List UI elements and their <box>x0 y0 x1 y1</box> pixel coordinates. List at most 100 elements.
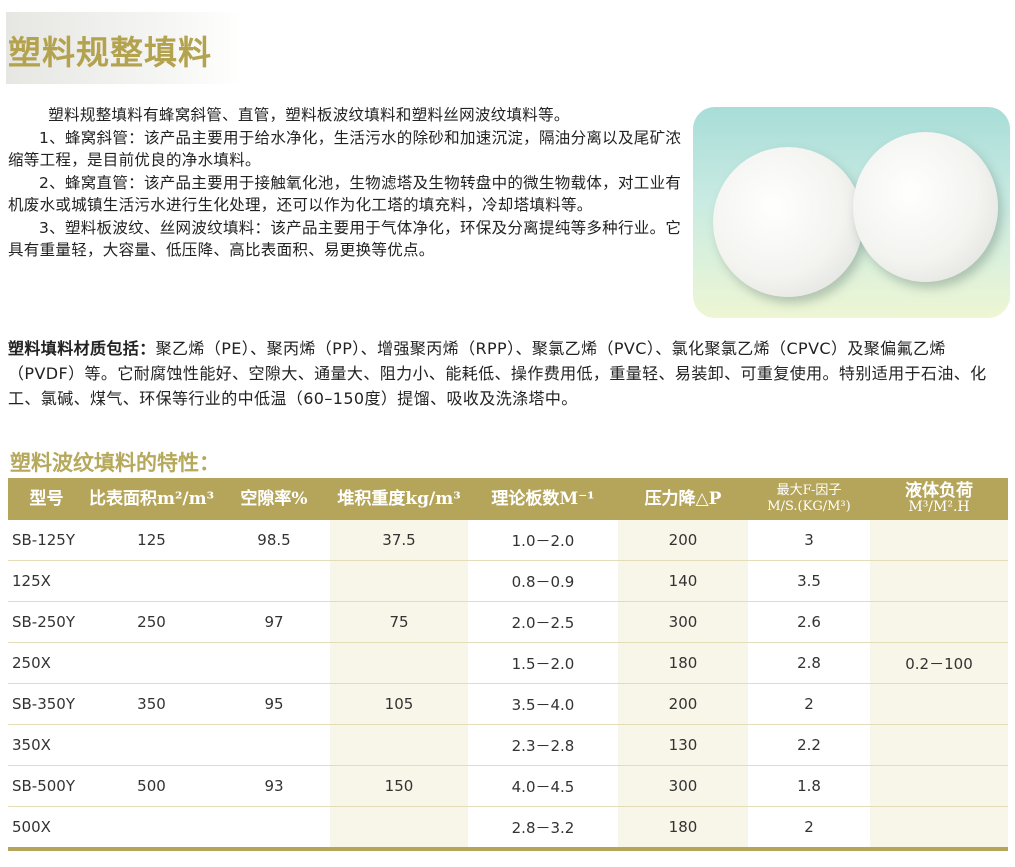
cell-voidage <box>218 560 330 602</box>
cell-pressure-drop: 300 <box>618 765 748 807</box>
header-liquid-load-line2: M³/M².H <box>908 499 970 515</box>
cell-pressure-drop: 300 <box>618 601 748 643</box>
materials-label: 塑料填料材质包括： <box>8 339 156 358</box>
cell-liquid-load <box>870 806 1008 851</box>
header-f-factor-line2: M/S.(KG/M³) <box>767 499 851 514</box>
product-photo <box>693 107 1010 318</box>
cell-theoretical-plates: 1.5－2.0 <box>468 642 618 684</box>
intro-text: 塑料规整填料有蜂窝斜管、直管，塑料板波纹填料和塑料丝网波纹填料等。 1、蜂窝斜管… <box>8 104 688 262</box>
cell-surface-area <box>85 642 218 684</box>
intro-paragraph: 1、蜂窝斜管：该产品主要用于给水净化，生活污水的除砂和加速沉淀，隔油分离以及尾矿… <box>8 128 682 170</box>
header-f-factor: 最大F-因子 M/S.(KG/M³) <box>748 478 870 520</box>
cell-bulk-density: 105 <box>330 683 468 725</box>
packing-cylinder-image <box>853 132 998 282</box>
header-liquid-load: 液体负荷 M³/M².H <box>870 478 1008 520</box>
materials-paragraph: 塑料填料材质包括：聚乙烯（PE）、聚丙烯（PP）、增强聚丙烯（RPP）、聚氯乙烯… <box>8 336 1008 411</box>
cell-liquid-load: 0.2－100 <box>870 642 1008 684</box>
cell-model: SB-500Y <box>8 765 85 807</box>
cell-voidage <box>218 806 330 851</box>
cell-f-factor: 2.8 <box>748 642 870 684</box>
cell-f-factor: 2 <box>748 683 870 725</box>
intro-paragraph: 2、蜂窝直管：该产品主要用于接触氧化池，生物滤塔及生物转盘中的微生物载体，对工业… <box>8 173 682 215</box>
cell-surface-area <box>85 806 218 851</box>
header-model: 型号 <box>8 478 85 520</box>
cell-model: SB-125Y <box>8 520 85 561</box>
cell-liquid-load <box>870 560 1008 602</box>
header-bulk-density: 堆积重度kg/m³ <box>330 478 468 520</box>
cell-bulk-density <box>330 806 468 851</box>
cell-theoretical-plates: 4.0－4.5 <box>468 765 618 807</box>
cell-theoretical-plates: 1.0－2.0 <box>468 520 618 561</box>
cell-bulk-density: 75 <box>330 601 468 643</box>
cell-pressure-drop: 140 <box>618 560 748 602</box>
cell-surface-area: 500 <box>85 765 218 807</box>
cell-voidage: 93 <box>218 765 330 807</box>
cell-bulk-density: 150 <box>330 765 468 807</box>
cell-theoretical-plates: 2.8－3.2 <box>468 806 618 851</box>
cell-model: SB-250Y <box>8 601 85 643</box>
cell-liquid-load <box>870 520 1008 561</box>
cell-surface-area: 125 <box>85 520 218 561</box>
table-row: SB-250Y 250 97 75 2.0－2.5 300 2.6 <box>8 601 1008 643</box>
cell-f-factor: 2.6 <box>748 601 870 643</box>
cell-voidage: 97 <box>218 601 330 643</box>
cell-theoretical-plates: 2.3－2.8 <box>468 724 618 766</box>
cell-voidage <box>218 724 330 766</box>
cell-bulk-density <box>330 642 468 684</box>
cell-f-factor: 3.5 <box>748 560 870 602</box>
cell-f-factor: 2.2 <box>748 724 870 766</box>
cell-model: 500X <box>8 806 85 851</box>
cell-model: 125X <box>8 560 85 602</box>
cell-pressure-drop: 180 <box>618 642 748 684</box>
cell-surface-area: 350 <box>85 683 218 725</box>
table-row: SB-500Y 500 93 150 4.0－4.5 300 1.8 <box>8 765 1008 807</box>
cell-theoretical-plates: 3.5－4.0 <box>468 683 618 725</box>
intro-paragraph: 3、塑料板波纹、丝网波纹填料：该产品主要用于气体净化，环保及分离提纯等多种行业。… <box>8 218 682 260</box>
cell-bulk-density: 37.5 <box>330 520 468 561</box>
packing-cylinder-image <box>713 147 863 297</box>
header-theoretical-plates: 理论板数M⁻¹ <box>468 478 618 520</box>
cell-f-factor: 3 <box>748 520 870 561</box>
cell-surface-area: 250 <box>85 601 218 643</box>
page-title: 塑料规整填料 <box>8 33 212 72</box>
cell-bulk-density <box>330 560 468 602</box>
cell-liquid-load <box>870 601 1008 643</box>
cell-voidage: 98.5 <box>218 520 330 561</box>
cell-f-factor: 2 <box>748 806 870 851</box>
table-row: 125X 0.8－0.9 140 3.5 <box>8 560 1008 602</box>
header-liquid-load-line1: 液体负荷 <box>905 481 973 501</box>
table-header-row: 型号 比表面积m²/m³ 空隙率% 堆积重度kg/m³ 理论板数M⁻¹ 压力降△… <box>8 478 1008 520</box>
cell-pressure-drop: 180 <box>618 806 748 851</box>
table-row: 500X 2.8－3.2 180 2 <box>8 806 1008 851</box>
table-row: 350X 2.3－2.8 130 2.2 <box>8 724 1008 766</box>
cell-theoretical-plates: 2.0－2.5 <box>468 601 618 643</box>
cell-surface-area <box>85 724 218 766</box>
cell-liquid-load <box>870 683 1008 725</box>
header-voidage: 空隙率% <box>218 478 330 520</box>
table-row: 250X 1.5－2.0 180 2.8 0.2－100 <box>8 642 1008 684</box>
intro-paragraph: 塑料规整填料有蜂窝斜管、直管，塑料板波纹填料和塑料丝网波纹填料等。 <box>48 106 570 124</box>
cell-theoretical-plates: 0.8－0.9 <box>468 560 618 602</box>
materials-text: 聚乙烯（PE）、聚丙烯（PP）、增强聚丙烯（RPP）、聚氯乙烯（PVC）、氯化聚… <box>8 339 987 408</box>
cell-surface-area <box>85 560 218 602</box>
table-row: SB-350Y 350 95 105 3.5－4.0 200 2 <box>8 683 1008 725</box>
properties-table: 型号 比表面积m²/m³ 空隙率% 堆积重度kg/m³ 理论板数M⁻¹ 压力降△… <box>8 478 1008 851</box>
cell-pressure-drop: 130 <box>618 724 748 766</box>
cell-bulk-density <box>330 724 468 766</box>
cell-model: 250X <box>8 642 85 684</box>
cell-f-factor: 1.8 <box>748 765 870 807</box>
cell-voidage: 95 <box>218 683 330 725</box>
cell-liquid-load <box>870 724 1008 766</box>
cell-model: 350X <box>8 724 85 766</box>
section-heading: 塑料波纹填料的特性： <box>10 451 220 475</box>
cell-liquid-load <box>870 765 1008 807</box>
cell-pressure-drop: 200 <box>618 520 748 561</box>
cell-model: SB-350Y <box>8 683 85 725</box>
header-surface-area: 比表面积m²/m³ <box>85 478 218 520</box>
header-pressure-drop: 压力降△P <box>618 478 748 520</box>
header-f-factor-line1: 最大F-因子 <box>776 483 842 498</box>
cell-pressure-drop: 200 <box>618 683 748 725</box>
title-band <box>6 12 242 84</box>
cell-voidage <box>218 642 330 684</box>
table-row: SB-125Y 125 98.5 37.5 1.0－2.0 200 3 <box>8 520 1008 561</box>
